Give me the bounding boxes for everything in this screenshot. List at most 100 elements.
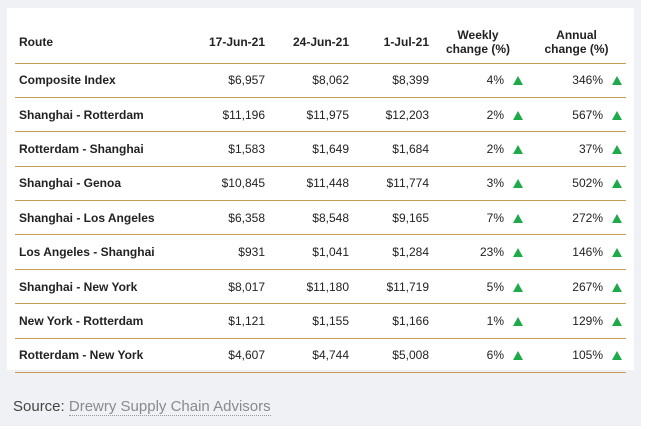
rate-24-jun-cell: $4,744 xyxy=(265,338,349,374)
route-cell: Rotterdam - Shanghai xyxy=(15,131,171,167)
triangle-up-icon xyxy=(513,282,523,292)
header-date-2: 24-Jun-21 xyxy=(265,22,349,64)
rate-1-jul-cell: $11,719 xyxy=(349,269,429,305)
annual-change-value: 346% xyxy=(572,73,603,88)
route-cell: New York - Rotterdam xyxy=(15,303,171,339)
table-row: Rotterdam - New York $4,607 $4,744 $5,008 6%… xyxy=(15,338,626,374)
weekly-change-value: 2% xyxy=(486,141,504,156)
weekly-change-value: 4% xyxy=(486,73,504,88)
annual-change-value: 267% xyxy=(572,279,603,294)
rate-24-jun-cell: $11,975 xyxy=(265,97,349,133)
weekly-change-value: 3% xyxy=(486,176,504,191)
table-row: New York - Rotterdam $1,121 $1,155 $1,166 1%… xyxy=(15,303,626,339)
rate-1-jul-cell: $1,284 xyxy=(349,234,429,270)
source-line: Source: Drewry Supply Chain Advisors xyxy=(13,398,271,416)
weekly-change-value: 23% xyxy=(479,245,504,260)
rate-1-jul-cell: $8,399 xyxy=(349,63,429,98)
rate-24-jun-cell: $8,548 xyxy=(265,200,349,236)
header-route: Route xyxy=(15,22,171,64)
weekly-change-cell: 5% xyxy=(429,269,527,305)
triangle-up-icon xyxy=(513,179,523,189)
rate-1-jul-cell: $12,203 xyxy=(349,97,429,133)
rate-17-jun-cell: $8,017 xyxy=(171,269,265,305)
route-cell: Los Angeles - Shanghai xyxy=(15,234,171,270)
weekly-change-value: 2% xyxy=(486,107,504,122)
weekly-change-cell: 7% xyxy=(429,200,527,236)
weekly-change-value: 5% xyxy=(486,279,504,294)
triangle-up-icon xyxy=(513,144,523,154)
rate-24-jun-cell: $11,448 xyxy=(265,166,349,202)
triangle-up-icon xyxy=(612,76,622,86)
rate-17-jun-cell: $11,196 xyxy=(171,97,265,133)
header-annual-line1: Annual xyxy=(556,28,597,43)
triangle-up-icon xyxy=(612,110,622,120)
rate-24-jun-cell: $1,041 xyxy=(265,234,349,270)
weekly-change-cell: 6% xyxy=(429,338,527,374)
rate-1-jul-cell: $11,774 xyxy=(349,166,429,202)
weekly-change-value: 1% xyxy=(486,313,504,328)
triangle-up-icon xyxy=(612,144,622,154)
table-row: Composite Index $6,957 $8,062 $8,399 4% 346% xyxy=(15,63,626,98)
triangle-up-icon xyxy=(513,213,523,223)
annual-change-cell: 346% xyxy=(527,63,626,98)
annual-change-value: 272% xyxy=(572,210,603,225)
annual-change-value: 105% xyxy=(572,348,603,363)
triangle-up-icon xyxy=(513,316,523,326)
table-row: Shanghai - Los Angeles $6,358 $8,548 $9,165… xyxy=(15,200,626,236)
rate-24-jun-cell: $1,649 xyxy=(265,131,349,167)
route-cell: Composite Index xyxy=(15,63,171,98)
route-cell: Shanghai - Genoa xyxy=(15,166,171,202)
weekly-change-value: 7% xyxy=(486,210,504,225)
triangle-up-icon xyxy=(612,351,622,361)
annual-change-cell: 129% xyxy=(527,303,626,339)
header-weekly-line1: Weekly xyxy=(457,28,499,43)
triangle-up-icon xyxy=(612,213,622,223)
triangle-up-icon xyxy=(513,76,523,86)
rate-24-jun-cell: $11,180 xyxy=(265,269,349,305)
annual-change-cell: 567% xyxy=(527,97,626,133)
weekly-change-cell: 3% xyxy=(429,166,527,202)
annual-change-value: 146% xyxy=(572,245,603,260)
table-row: Shanghai - Genoa $10,845 $11,448 $11,774 3% 5… xyxy=(15,166,626,202)
annual-change-cell: 272% xyxy=(527,200,626,236)
annual-change-cell: 105% xyxy=(527,338,626,374)
rate-1-jul-cell: $9,165 xyxy=(349,200,429,236)
annual-change-cell: 502% xyxy=(527,166,626,202)
triangle-up-icon xyxy=(612,179,622,189)
weekly-change-cell: 2% xyxy=(429,131,527,167)
route-cell: Rotterdam - New York xyxy=(15,338,171,374)
rate-1-jul-cell: $5,008 xyxy=(349,338,429,374)
annual-change-value: 502% xyxy=(572,176,603,191)
triangle-up-icon xyxy=(513,248,523,258)
weekly-change-cell: 23% xyxy=(429,234,527,270)
weekly-change-cell: 4% xyxy=(429,63,527,98)
header-weekly-line2: change (%) xyxy=(445,42,510,57)
rate-17-jun-cell: $10,845 xyxy=(171,166,265,202)
rate-17-jun-cell: $1,583 xyxy=(171,131,265,167)
annual-change-cell: 37% xyxy=(527,131,626,167)
route-cell: Shanghai - New York xyxy=(15,269,171,305)
table-row: Shanghai - Rotterdam $11,196 $11,975 $12,20… xyxy=(15,97,626,133)
rate-17-jun-cell: $6,957 xyxy=(171,63,265,98)
annual-change-value: 567% xyxy=(572,107,603,122)
source-link[interactable]: Drewry Supply Chain Advisors xyxy=(68,398,271,416)
table-row: Rotterdam - Shanghai $1,583 $1,649 $1,684 2%… xyxy=(15,131,626,167)
rate-1-jul-cell: $1,166 xyxy=(349,303,429,339)
source-prefix: Source: xyxy=(13,398,69,415)
route-cell: Shanghai - Rotterdam xyxy=(15,97,171,133)
table-header-row: Route 17-Jun-21 24-Jun-21 1-Jul-21 Weekl… xyxy=(15,22,626,64)
annual-change-value: 129% xyxy=(572,313,603,328)
weekly-change-cell: 1% xyxy=(429,303,527,339)
header-date-1: 17-Jun-21 xyxy=(171,22,265,64)
triangle-up-icon xyxy=(612,248,622,258)
table-row: Los Angeles - Shanghai $931 $1,041 $1,284 23… xyxy=(15,234,626,270)
rate-17-jun-cell: $1,121 xyxy=(171,303,265,339)
annual-change-cell: 267% xyxy=(527,269,626,305)
annual-change-value: 37% xyxy=(578,141,603,156)
header-weekly-change: Weekly change (%) xyxy=(429,22,527,64)
triangle-up-icon xyxy=(612,282,622,292)
weekly-change-cell: 2% xyxy=(429,97,527,133)
rate-24-jun-cell: $1,155 xyxy=(265,303,349,339)
weekly-change-value: 6% xyxy=(486,348,504,363)
